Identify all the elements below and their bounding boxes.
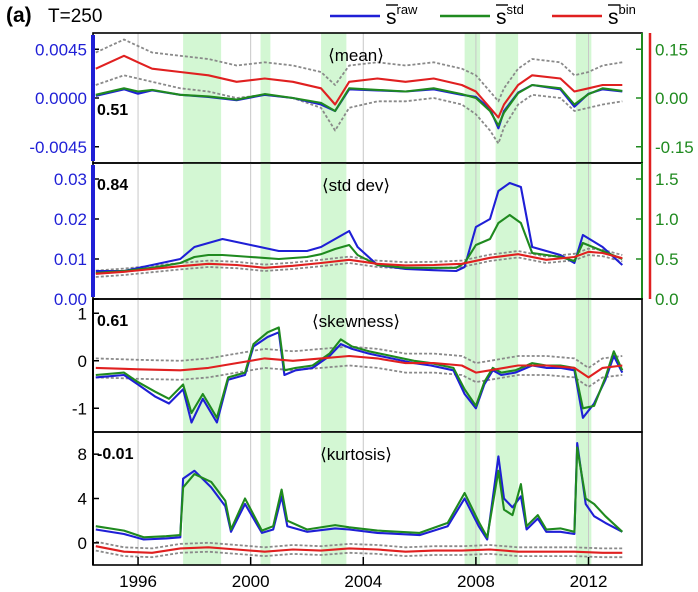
panel-2: 1 0 -1 ⟨skewness⟩ 0.61 bbox=[72, 298, 643, 433]
right-tick-label: 0.0 bbox=[655, 290, 679, 309]
shaded-period bbox=[495, 432, 519, 565]
shaded-period bbox=[495, 33, 519, 163]
left-tick-label: 0.00 bbox=[54, 290, 87, 309]
shaded-period bbox=[575, 163, 592, 299]
window-label: T=250 bbox=[48, 6, 102, 27]
left-tick-label: 0.0000 bbox=[35, 89, 87, 108]
x-tick-label: 2008 bbox=[457, 572, 495, 591]
shaded-period bbox=[495, 163, 519, 299]
series-std-line bbox=[95, 326, 624, 419]
right-tick-label: 1.0 bbox=[655, 210, 679, 229]
series-band-line bbox=[95, 364, 623, 388]
series-std-line bbox=[95, 446, 624, 539]
left-tick-label: 0.0045 bbox=[35, 40, 87, 59]
shaded-period bbox=[260, 432, 271, 565]
correlation-label: 0.84 bbox=[97, 177, 128, 194]
left-tick-label: 0.01 bbox=[54, 250, 87, 269]
shaded-period bbox=[321, 163, 347, 299]
correlation-label: -0.01 bbox=[97, 446, 134, 463]
left-tick-label: 0 bbox=[78, 352, 87, 371]
correlation-label: 0.61 bbox=[97, 313, 128, 330]
left-axis-bar bbox=[91, 35, 95, 161]
panel-title: ⟨skewness⟩ bbox=[312, 312, 400, 331]
shaded-period bbox=[260, 163, 271, 299]
shaded-period bbox=[321, 432, 347, 565]
legend-label: sbin bbox=[608, 2, 636, 29]
panel-letter: (a) bbox=[6, 4, 32, 27]
shaded-period bbox=[260, 299, 271, 432]
series-bin-line bbox=[95, 354, 623, 379]
correlation-label: 0.51 bbox=[97, 102, 128, 119]
series-band-line bbox=[95, 540, 623, 550]
x-tick-label: 2004 bbox=[344, 572, 382, 591]
legend-label: sraw bbox=[386, 2, 418, 29]
legend-label: sstd bbox=[496, 2, 524, 29]
series-std-line bbox=[95, 213, 623, 275]
series-band-line bbox=[95, 345, 623, 369]
shaded-period bbox=[464, 163, 481, 299]
shaded-period bbox=[495, 299, 519, 432]
shaded-period bbox=[183, 299, 222, 432]
left-tick-label: -0.0045 bbox=[29, 138, 87, 157]
right-tick-label: 0.00 bbox=[655, 89, 688, 108]
chart-panels: 0.00450.0000-0.00450.150.00-0.15⟨mean⟩0.… bbox=[29, 32, 694, 566]
left-tick-label: 8 bbox=[78, 445, 87, 464]
left-tick-label: 1 bbox=[78, 304, 87, 323]
panel-title: ⟨mean⟩ bbox=[328, 46, 384, 65]
x-tick-label: 1996 bbox=[119, 572, 157, 591]
right-tick-label: 0.5 bbox=[655, 250, 679, 269]
shaded-period bbox=[260, 33, 271, 163]
series-band-line bbox=[95, 549, 623, 559]
series-band-line bbox=[95, 74, 623, 145]
left-tick-label: -1 bbox=[72, 399, 87, 418]
panel-0: 0.0045 0.0000 -0.0045 0.15 0.00 -0.15 ⟨mean⟩ 0.… bbox=[29, 32, 694, 164]
shaded-period bbox=[183, 163, 222, 299]
series-bin-line bbox=[95, 545, 623, 554]
panel-title: ⟨kurtosis⟩ bbox=[320, 445, 392, 464]
panel-title: ⟨std dev⟩ bbox=[322, 176, 390, 195]
shaded-period bbox=[183, 432, 222, 565]
series-std-line bbox=[95, 83, 623, 127]
series-band-line bbox=[95, 247, 623, 272]
right-tick-label: 0.15 bbox=[655, 40, 688, 59]
x-tick-label: 2012 bbox=[570, 572, 608, 591]
legend: sraw sstd sbin bbox=[330, 2, 636, 29]
series-bin-line bbox=[95, 250, 623, 275]
panel-1: 0.03 0.02 0.01 0.00 1.5 1.0 0.5 0.0 ⟨std dev⟩ 0.8… bbox=[54, 162, 679, 309]
shaded-period bbox=[464, 299, 481, 432]
left-axis-bar bbox=[91, 165, 95, 297]
series-bin-line bbox=[95, 54, 623, 119]
left-tick-label: 0.02 bbox=[54, 210, 87, 229]
x-tick-label: 2000 bbox=[232, 572, 270, 591]
series-raw-line bbox=[95, 181, 624, 273]
left-tick-label: 0 bbox=[78, 534, 87, 553]
x-axis: 1996 2000 2004 2008 2012 bbox=[119, 557, 607, 591]
left-tick-label: 4 bbox=[78, 490, 87, 509]
series-raw-line bbox=[95, 331, 624, 424]
right-tick-label: -0.15 bbox=[655, 138, 694, 157]
right-tick-label: 1.5 bbox=[655, 170, 679, 189]
series-raw-line bbox=[95, 442, 623, 541]
series-raw-line bbox=[95, 83, 623, 130]
panel-3: 8 4 0 ⟨kurtosis⟩ -0.01 bbox=[78, 431, 643, 566]
series-band-line bbox=[95, 254, 623, 278]
left-tick-label: 0.03 bbox=[54, 170, 87, 189]
